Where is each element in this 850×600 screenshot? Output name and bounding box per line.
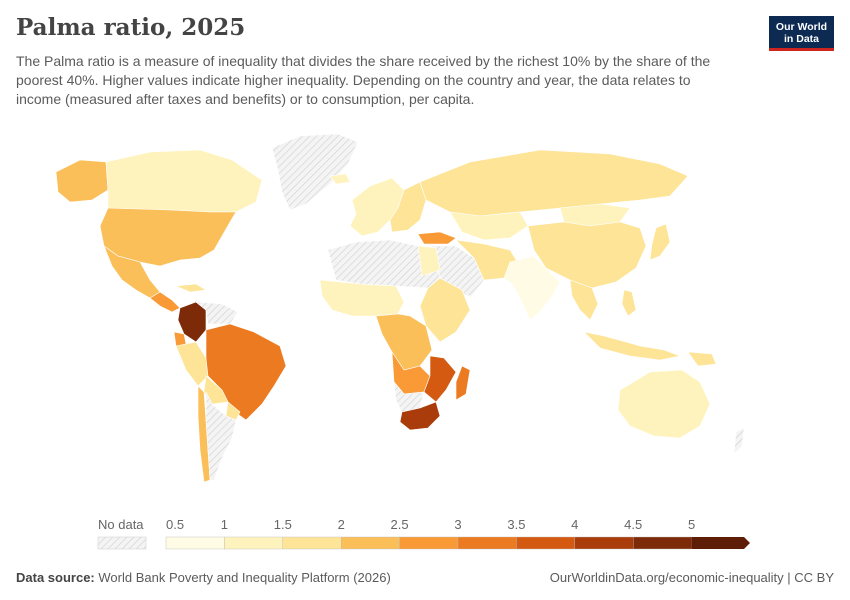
legend-tick-label: 2 — [338, 517, 345, 532]
legend-tick-label: 1.5 — [274, 517, 292, 532]
region-south-africa[interactable] — [399, 401, 441, 431]
legend-tick-label: 1 — [221, 517, 228, 532]
region-bolivia[interactable] — [203, 375, 229, 405]
region-canada[interactable] — [105, 149, 263, 213]
region-mozambique[interactable] — [423, 355, 457, 403]
region-egypt[interactable] — [417, 245, 441, 277]
data-source-text[interactable]: World Bank Poverty and Inequality Platfo… — [98, 570, 391, 585]
region-east-africa[interactable] — [419, 277, 471, 343]
legend-bin-7 — [574, 536, 634, 550]
legend-tick-label: 4 — [571, 517, 578, 532]
region-southeast-asia[interactable] — [569, 279, 599, 321]
region-new-zealand[interactable] — [733, 427, 745, 455]
logo-line-2: in Data — [783, 33, 819, 45]
region-alaska[interactable] — [55, 159, 109, 203]
legend-no-data-swatch — [97, 536, 147, 550]
legend-bin-4 — [399, 536, 459, 550]
page-subtitle: The Palma ratio is a measure of inequali… — [16, 53, 711, 107]
region-brazil[interactable] — [205, 323, 287, 421]
region-madagascar[interactable] — [455, 365, 471, 401]
world-map[interactable] — [0, 120, 850, 505]
legend-bin-5 — [457, 536, 517, 550]
legend-bin-2 — [282, 536, 342, 550]
region-australia[interactable] — [617, 369, 711, 439]
region-peru[interactable] — [175, 341, 209, 387]
region-central-africa[interactable] — [375, 313, 433, 371]
region-turkey[interactable] — [417, 231, 457, 245]
region-ecuador[interactable] — [173, 331, 187, 347]
page-title: Palma ratio, 2025 — [16, 14, 246, 41]
legend-tick-label: 0.5 — [166, 517, 184, 532]
region-indonesia[interactable] — [583, 331, 682, 361]
legend-tick-label: 4.5 — [624, 517, 642, 532]
region-russia[interactable] — [419, 149, 689, 217]
region-central-asia[interactable] — [449, 211, 529, 241]
footer-link[interactable]: OurWorldinData.org/economic-inequality |… — [549, 570, 834, 585]
legend-bin-3 — [341, 536, 400, 550]
region-india[interactable] — [503, 255, 561, 321]
legend-bin-6 — [516, 536, 576, 550]
region-greenland[interactable] — [271, 133, 359, 211]
region-europe-east[interactable] — [389, 181, 427, 233]
legend-bin-8 — [633, 536, 692, 550]
region-papua-new-guinea[interactable] — [687, 351, 717, 367]
logo-line-1: Our World — [775, 21, 828, 33]
legend-tick-label: 5 — [688, 517, 695, 532]
data-source-label: Data source: — [16, 570, 95, 585]
region-central-america[interactable] — [149, 291, 181, 313]
color-legend: No data 0.5 1 1.5 2 2.5 3 3.5 4 4.5 5 — [97, 517, 750, 550]
data-source: Data source: World Bank Poverty and Ineq… — [16, 570, 391, 585]
legend-tick-label: 3 — [454, 517, 461, 532]
region-iceland[interactable] — [329, 173, 351, 185]
legend-no-data-label: No data — [98, 517, 144, 532]
region-philippines[interactable] — [621, 289, 637, 317]
legend-tick-label: 2.5 — [391, 517, 409, 532]
legend-tick-label: 3.5 — [507, 517, 525, 532]
legend-bin-1 — [224, 536, 283, 550]
region-argentina[interactable] — [205, 391, 237, 481]
owid-logo[interactable]: Our World in Data — [769, 16, 834, 51]
region-caribbean[interactable] — [175, 283, 207, 293]
region-japan[interactable] — [649, 223, 671, 261]
legend-bin-9 — [691, 537, 750, 549]
legend-bin-0 — [165, 536, 225, 550]
